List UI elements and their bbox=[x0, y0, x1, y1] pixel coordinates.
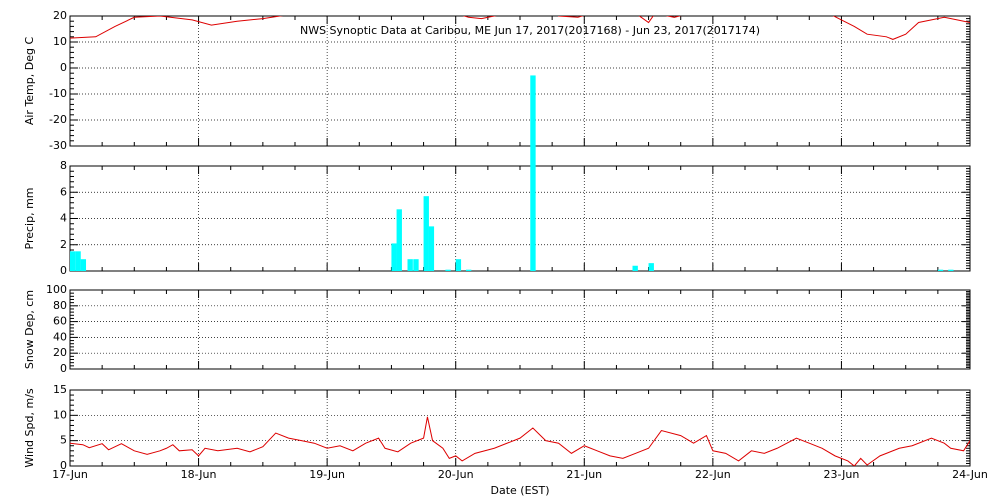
y-tick-label: 40 bbox=[53, 330, 67, 343]
data-line bbox=[70, 16, 970, 40]
y-axis-label: Wind Spd, m/s bbox=[23, 388, 36, 468]
bar bbox=[445, 269, 451, 271]
plot-frame bbox=[69, 389, 971, 467]
y-axis-label: Air Temp, Deg C bbox=[23, 37, 36, 126]
y-tick-label: 0 bbox=[60, 362, 67, 375]
y-tick-label: 10 bbox=[53, 408, 67, 421]
bar bbox=[70, 251, 76, 271]
y-tick-label: 0 bbox=[60, 264, 67, 277]
y-tick-label: -20 bbox=[49, 113, 67, 126]
y-tick-label: 0 bbox=[60, 61, 67, 74]
chart-title: NWS Synoptic Data at Caribou, ME Jun 17,… bbox=[300, 24, 760, 37]
y-tick-label: 4 bbox=[60, 212, 67, 225]
bar bbox=[466, 269, 472, 271]
y-axis-label: Precip, mm bbox=[23, 188, 36, 250]
bar bbox=[948, 269, 954, 271]
x-tick-label: 18-Jun bbox=[181, 468, 217, 481]
bar bbox=[937, 269, 944, 271]
bar bbox=[530, 75, 536, 271]
y-tick-label: 15 bbox=[53, 383, 67, 396]
x-tick-label: 19-Jun bbox=[309, 468, 345, 481]
y-tick-label: -10 bbox=[49, 87, 67, 100]
y-tick-label: 100 bbox=[46, 283, 67, 296]
x-tick-label: 24-Jun bbox=[952, 468, 988, 481]
y-tick-label: 2 bbox=[60, 238, 67, 251]
bar bbox=[632, 265, 638, 271]
bar bbox=[396, 209, 402, 271]
x-tick-label: 17-Jun bbox=[52, 468, 88, 481]
plot-frame bbox=[69, 165, 971, 272]
bar bbox=[407, 259, 413, 271]
x-axis-label: Date (EST) bbox=[490, 484, 549, 497]
y-tick-label: 10 bbox=[53, 35, 67, 48]
x-tick-label: 22-Jun bbox=[695, 468, 731, 481]
data-line bbox=[70, 416, 970, 466]
bar bbox=[455, 259, 462, 271]
y-tick-label: 5 bbox=[60, 434, 67, 447]
bar bbox=[423, 196, 429, 271]
bar bbox=[80, 259, 87, 271]
y-axis-label: Snow Dep, cm bbox=[23, 290, 36, 369]
bar bbox=[648, 263, 654, 271]
y-tick-label: 8 bbox=[60, 159, 67, 172]
y-tick-label: 20 bbox=[53, 9, 67, 22]
x-tick-label: 20-Jun bbox=[438, 468, 474, 481]
bar bbox=[413, 259, 419, 271]
y-tick-label: -30 bbox=[49, 139, 67, 152]
y-tick-label: 6 bbox=[60, 185, 67, 198]
y-tick-label: 20 bbox=[53, 346, 67, 359]
bar bbox=[428, 226, 435, 271]
bar bbox=[391, 243, 397, 271]
plot-frame bbox=[69, 15, 971, 147]
plot-frame bbox=[69, 289, 971, 370]
x-tick-label: 21-Jun bbox=[566, 468, 602, 481]
y-tick-label: 60 bbox=[53, 315, 67, 328]
bar bbox=[75, 251, 81, 271]
y-tick-label: 80 bbox=[53, 299, 67, 312]
x-tick-label: 23-Jun bbox=[824, 468, 860, 481]
y-tick-label: 0 bbox=[60, 459, 67, 472]
